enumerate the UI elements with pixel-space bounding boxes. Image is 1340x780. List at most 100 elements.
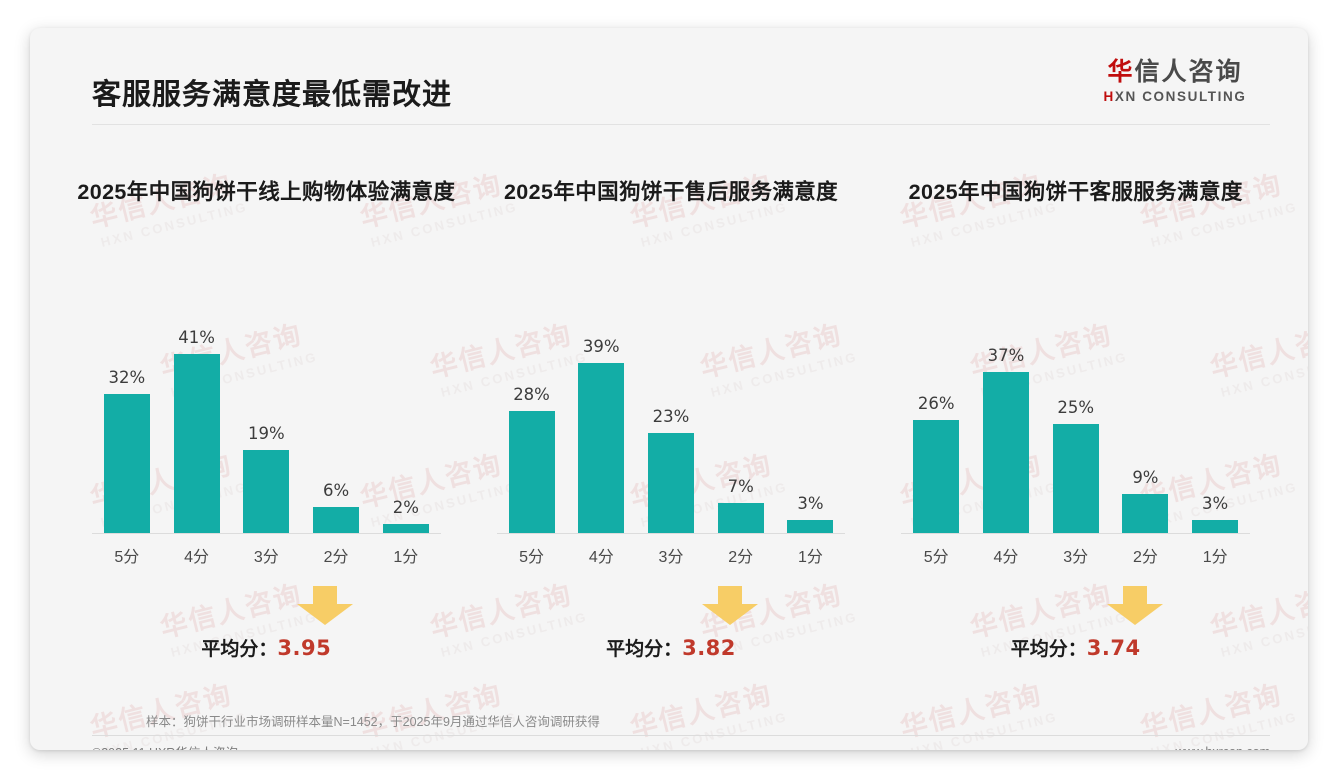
x-axis-tick-label: 1分 bbox=[393, 549, 419, 566]
bar[interactable] bbox=[313, 506, 360, 533]
bar-slot[interactable]: 32% bbox=[92, 283, 162, 533]
logo-chinese-rest: 信人咨询 bbox=[1134, 58, 1243, 86]
bar-group: 32% 41% 19% 6% 2% bbox=[92, 283, 441, 533]
bar[interactable] bbox=[1122, 493, 1169, 533]
logo-chinese-text: 华信人咨询 bbox=[1080, 58, 1270, 86]
x-axis-line bbox=[92, 533, 441, 534]
average-score-value: 3.74 bbox=[1086, 636, 1141, 660]
x-axis-tick-labels: 5分 4分 3分 2分 1分 bbox=[901, 543, 1250, 567]
bar-group: 26% 37% 25% 9% 3% bbox=[901, 283, 1250, 533]
company-logo: 华信人咨询 HXN CONSULTING bbox=[1080, 58, 1270, 104]
down-arrow-icon bbox=[1106, 586, 1163, 625]
bar-slot[interactable]: 6% bbox=[301, 283, 371, 533]
bar-slot[interactable]: 25% bbox=[1041, 283, 1111, 533]
bar-value-label: 39% bbox=[582, 337, 620, 357]
bar-group: 28% 39% 23% 7% 3% bbox=[497, 283, 846, 533]
arrow-container bbox=[182, 586, 469, 628]
bar-slot[interactable]: 19% bbox=[231, 283, 301, 533]
average-score-line: 平均分：3.82 bbox=[469, 634, 874, 661]
bar-value-label: 7% bbox=[727, 476, 754, 496]
bar-slot[interactable]: 3% bbox=[1180, 283, 1250, 533]
bar-value-label: 2% bbox=[392, 498, 419, 518]
average-score-line: 平均分：3.74 bbox=[873, 634, 1278, 661]
chart-title: 2025年中国狗饼干客服服务满意度 bbox=[908, 180, 1243, 204]
bar[interactable] bbox=[913, 419, 960, 533]
bar-slot[interactable]: 39% bbox=[566, 283, 636, 533]
bar-value-label: 37% bbox=[987, 345, 1025, 365]
bar-slot[interactable]: 7% bbox=[706, 283, 776, 533]
bar[interactable] bbox=[1192, 519, 1239, 533]
footer-website[interactable]: www.hxrcon.com bbox=[1176, 745, 1270, 751]
slide-card: 华信人咨询 HXN CONSULTING 华信人咨询 HXN CONSULTING 华信… bbox=[30, 28, 1308, 750]
chart-plot-area: 28% 39% 23% 7% 3% 5分 4分 3分 2分 1分 bbox=[496, 283, 846, 566]
x-axis-tick-label: 3分 bbox=[1063, 549, 1089, 566]
chart-title: 2025年中国狗饼干售后服务满意度 bbox=[503, 180, 839, 204]
average-score-block: 平均分：3.95 bbox=[64, 586, 469, 661]
footer-divider bbox=[92, 735, 1270, 736]
logo-english-rest: XN CONSULTING bbox=[1114, 89, 1247, 104]
x-axis-tick-label: 5分 bbox=[923, 549, 949, 566]
page-title: 客服服务满意度最低需改进 bbox=[92, 79, 453, 111]
header-divider bbox=[92, 124, 1270, 125]
bar-slot[interactable]: 2% bbox=[371, 283, 441, 533]
arrow-container bbox=[991, 586, 1278, 628]
bar-value-label: 32% bbox=[108, 367, 146, 387]
x-axis-tick-label: 5分 bbox=[114, 549, 140, 566]
bar[interactable] bbox=[103, 393, 150, 533]
average-score-label: 平均分： bbox=[606, 639, 683, 660]
average-score-line: 平均分：3.95 bbox=[64, 634, 469, 661]
bar[interactable] bbox=[787, 519, 834, 533]
slide-footer: ©2025.11 HXR华信人咨询 www.hxrcon.com bbox=[92, 742, 1270, 751]
bar[interactable] bbox=[1052, 424, 1099, 533]
bar-slot[interactable]: 23% bbox=[636, 283, 706, 533]
x-axis-tick-label: 4分 bbox=[588, 549, 614, 566]
bar[interactable] bbox=[578, 363, 625, 533]
x-axis-tick-label: 3分 bbox=[253, 549, 279, 566]
slide-header: 客服服务满意度最低需改进 华信人咨询 HXN CONSULTING bbox=[30, 28, 1308, 126]
bar[interactable] bbox=[717, 502, 764, 533]
chart-panel: 2025年中国狗饼干客服服务满意度 26% 37% 25% 9% 3% 5分 4分 3分 2分 1分… bbox=[873, 178, 1278, 678]
bar-value-label: 28% bbox=[513, 385, 550, 405]
bar[interactable] bbox=[648, 432, 694, 533]
x-axis-tick-label: 1分 bbox=[798, 549, 823, 566]
bar-slot[interactable]: 26% bbox=[901, 283, 971, 533]
bar[interactable] bbox=[382, 524, 429, 533]
average-score-block: 平均分：3.82 bbox=[469, 586, 874, 661]
bar-slot[interactable]: 28% bbox=[497, 283, 567, 533]
bar-slot[interactable]: 37% bbox=[971, 283, 1041, 533]
down-arrow-icon bbox=[297, 586, 354, 625]
average-score-label: 平均分： bbox=[201, 639, 278, 660]
x-axis-line bbox=[496, 533, 846, 534]
chart-title: 2025年中国狗饼干线上购物体验满意度 bbox=[77, 180, 456, 204]
bar-value-label: 25% bbox=[1057, 398, 1095, 418]
bar-slot[interactable]: 9% bbox=[1111, 283, 1181, 533]
x-axis-tick-label: 2分 bbox=[1132, 549, 1158, 566]
x-axis-tick-label: 2分 bbox=[728, 549, 754, 566]
x-axis-tick-label: 2分 bbox=[323, 549, 349, 566]
bar-value-label: 19% bbox=[247, 424, 285, 444]
sample-footnote: 样本：狗饼干行业市场调研样本量N=1452，于2025年9月通过华信人咨询调研获… bbox=[146, 715, 600, 729]
chart-plot-area: 32% 41% 19% 6% 2% 5分 4分 3分 2分 1分 bbox=[92, 283, 441, 566]
x-axis-tick-label: 3分 bbox=[658, 549, 684, 566]
bar-slot[interactable]: 41% bbox=[162, 283, 232, 533]
bar-value-label: 9% bbox=[1132, 467, 1159, 487]
x-axis-tick-label: 4分 bbox=[184, 549, 210, 566]
bar-slot[interactable]: 3% bbox=[776, 283, 846, 533]
charts-row: 2025年中国狗饼干线上购物体验满意度 32% 41% 19% 6% 2% 5分 4分 3分 2分… bbox=[64, 178, 1278, 678]
average-score-value: 3.95 bbox=[277, 636, 332, 660]
bar[interactable] bbox=[243, 450, 290, 533]
x-axis-tick-labels: 5分 4分 3分 2分 1分 bbox=[92, 543, 441, 567]
chart-panel: 2025年中国狗饼干售后服务满意度 28% 39% 23% 7% 3% 5分 4分 3分 2分 1分… bbox=[469, 178, 874, 678]
bar-value-label: 3% bbox=[1202, 493, 1229, 513]
bar[interactable] bbox=[508, 411, 555, 533]
x-axis-tick-labels: 5分 4分 3分 2分 1分 bbox=[497, 543, 846, 567]
arrow-container bbox=[587, 586, 874, 628]
down-arrow-icon bbox=[702, 586, 758, 625]
bar[interactable] bbox=[173, 354, 220, 533]
bar-value-label: 3% bbox=[797, 493, 824, 513]
average-score-value: 3.82 bbox=[682, 636, 736, 660]
bar[interactable] bbox=[982, 371, 1029, 533]
chart-plot-area: 26% 37% 25% 9% 3% 5分 4分 3分 2分 1分 bbox=[901, 283, 1251, 566]
